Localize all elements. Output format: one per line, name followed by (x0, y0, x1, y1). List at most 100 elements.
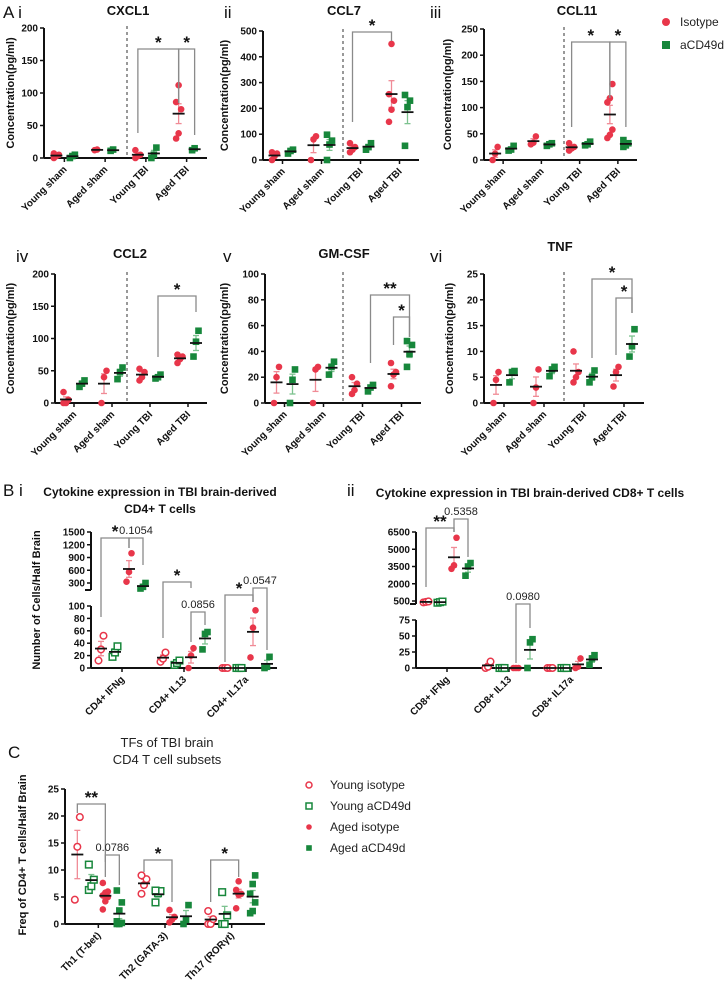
data-point (104, 888, 112, 895)
x-tick-label: Young sham (459, 166, 509, 216)
p-value-label: 0.5358 (444, 506, 478, 518)
data-point (404, 103, 411, 111)
p-value-label: 0.0980 (506, 591, 540, 603)
data-point (73, 842, 82, 851)
data-point (116, 907, 123, 914)
y-tick-label: 10 (467, 347, 479, 358)
significance-stars: * (621, 282, 628, 301)
data-point (138, 373, 146, 381)
y-tick-label: 5 (53, 893, 59, 904)
data-point (118, 899, 126, 906)
chart-panel-7: 0 25 50 75 500 2000 3500 5000 6500 CD8+ IFNg CD8+ … (347, 481, 685, 720)
legend-label: Aged isotype (330, 820, 400, 834)
data-point (195, 327, 202, 335)
data-point (348, 373, 356, 381)
data-point (125, 568, 133, 576)
data-point (492, 376, 500, 384)
data-point (495, 368, 502, 376)
data-point (182, 916, 190, 923)
data-point (199, 646, 206, 653)
x-tick-label: CD8+ IL13 (472, 674, 514, 716)
significance-bracket (210, 859, 240, 902)
chart-title: CD4+ T cells (124, 502, 196, 516)
y-tick-label: 100 (32, 334, 49, 345)
data-point (486, 657, 495, 666)
data-point (137, 871, 146, 880)
significance-bracket (162, 581, 192, 638)
data-point (118, 919, 126, 927)
y-axis-label: Concentration(pg/ml) (5, 37, 17, 149)
x-tick-label: CD8+ IFNg (408, 674, 452, 718)
y-tick-label: 50 (27, 121, 39, 132)
x-tick-label: Young sham (20, 164, 70, 214)
data-point (570, 379, 577, 386)
y-tick-label: 1200 (63, 540, 86, 551)
y-tick-label: 80 (74, 614, 86, 625)
significance-bracket (369, 294, 411, 363)
data-point (494, 143, 501, 151)
data-point (489, 156, 496, 164)
y-tick-label: 0 (32, 154, 38, 165)
data-point (94, 656, 103, 665)
data-point (323, 131, 331, 139)
y-tick-label: 100 (240, 130, 257, 141)
chart-title: CCL7 (327, 3, 361, 18)
legend-panel-a: Isotype aCD49d (662, 15, 724, 52)
x-tick-label: Young TBI (113, 409, 156, 452)
y-tick-label: 80 (248, 295, 260, 306)
data-point (291, 366, 299, 373)
data-point (323, 156, 331, 164)
x-tick-label: Aged TBI (368, 409, 407, 448)
data-point (204, 628, 211, 636)
data-point (620, 136, 627, 144)
significance-bracket (515, 603, 531, 663)
data-point (467, 559, 474, 567)
data-point (369, 381, 377, 389)
y-tick-label: 50 (38, 366, 50, 377)
significance-stars: * (615, 26, 622, 45)
data-point (157, 371, 164, 378)
significance-stars: ** (85, 788, 99, 807)
data-point (387, 382, 395, 390)
data-point (606, 94, 614, 102)
x-tick-label: Aged TBI (584, 166, 623, 205)
data-point (591, 651, 598, 659)
x-tick-label: Aged TBI (366, 166, 405, 205)
x-tick-label: Th2 (GATA-3) (118, 930, 170, 982)
data-point (84, 860, 93, 869)
data-point (535, 366, 542, 373)
data-point (606, 131, 614, 139)
y-axis-label: Concentration(pg/ml) (5, 283, 17, 395)
y-tick-label: 150 (21, 56, 38, 67)
data-point (204, 906, 213, 916)
y-tick-label: 0 (53, 920, 59, 931)
data-point (268, 148, 276, 156)
y-axis-label: Concentration(pg/ml) (219, 40, 231, 152)
data-point (70, 895, 79, 904)
data-point (266, 653, 273, 661)
chart-title: TFs of TBI brain (121, 735, 214, 750)
data-point (530, 399, 537, 407)
y-tick-label: 200 (21, 24, 38, 35)
data-point (172, 98, 180, 106)
significance-stars: ** (433, 512, 447, 531)
legend-label: Young aCD49d (330, 799, 411, 813)
significance-stars: * (174, 280, 181, 299)
data-point (572, 373, 580, 381)
x-tick-label: Young sham (240, 409, 290, 459)
data-point (289, 376, 296, 384)
y-tick-label: 500 (393, 597, 410, 608)
data-point (529, 635, 536, 643)
data-point (174, 351, 181, 358)
data-point (153, 144, 160, 151)
data-point (87, 882, 96, 891)
data-point (192, 338, 200, 346)
x-tick-label: CD4+ IL13 (147, 674, 189, 716)
data-point (161, 648, 170, 657)
y-tick-label: 5 (472, 373, 478, 384)
data-point (251, 899, 259, 906)
legend-panel-c: Young isotype Young aCD49d Aged isotype Age… (305, 778, 411, 855)
